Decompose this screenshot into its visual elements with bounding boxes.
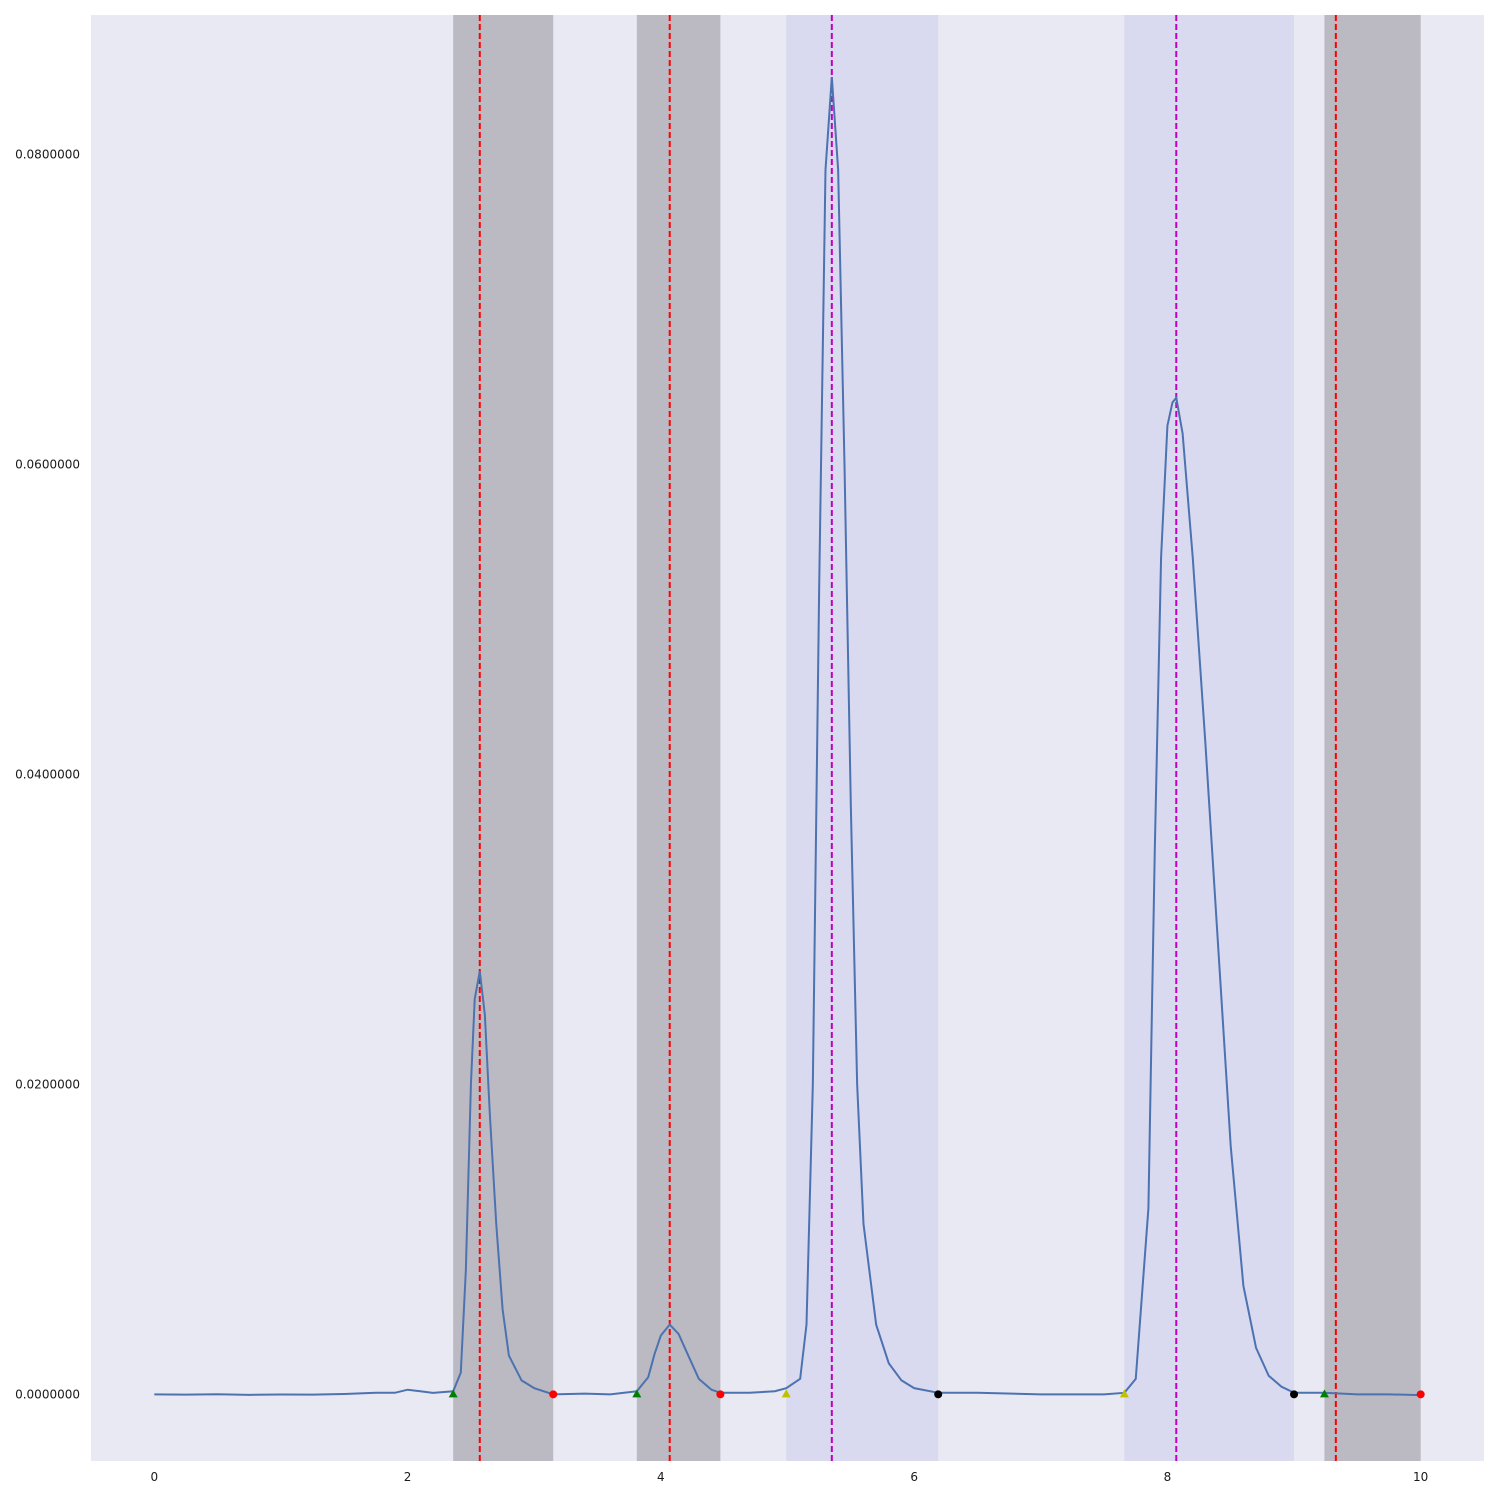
end-marker-5: [1416, 1390, 1425, 1399]
x-tick-label: 10: [1413, 1470, 1428, 1484]
peak-region-1: [453, 15, 554, 1461]
end-marker-4: [1290, 1390, 1299, 1399]
end-marker-2: [716, 1390, 725, 1399]
apex-lines: [478, 15, 1337, 1461]
peak-region-3: [786, 15, 939, 1461]
y-tick-label: 0.0000000: [15, 1387, 80, 1401]
peak-region-4: [1124, 15, 1295, 1461]
peak-region-5: [1324, 15, 1421, 1461]
peak-regions: [453, 15, 1421, 1461]
series-line: [154, 76, 1421, 1397]
x-tick-label: 2: [404, 1470, 412, 1484]
x-tick-label: 8: [1164, 1470, 1172, 1484]
start-marker-5: [1319, 1389, 1329, 1398]
y-tick-label: 0.0600000: [15, 457, 80, 471]
y-tick-label: 0.0800000: [15, 147, 80, 161]
start-marker-3: [781, 1389, 791, 1398]
y-tick-label: 0.0200000: [15, 1077, 80, 1091]
x-axis-ticks: 0 2 4 6 8 10: [150, 1470, 1428, 1484]
end-marker-3: [934, 1390, 943, 1399]
start-marker-2: [632, 1389, 642, 1398]
end-marker-1: [549, 1390, 558, 1399]
x-tick-label: 6: [910, 1470, 918, 1484]
peak-region-2: [636, 15, 721, 1461]
y-axis-ticks: 0.0000000 0.0200000 0.0400000 0.0600000 0.08…: [15, 147, 80, 1401]
boundary-markers: [448, 1389, 1425, 1399]
x-tick-label: 4: [657, 1470, 665, 1484]
x-tick-label: 0: [150, 1470, 158, 1484]
start-marker-1: [448, 1389, 458, 1398]
y-tick-label: 0.0400000: [15, 767, 80, 781]
start-marker-4: [1119, 1389, 1129, 1398]
